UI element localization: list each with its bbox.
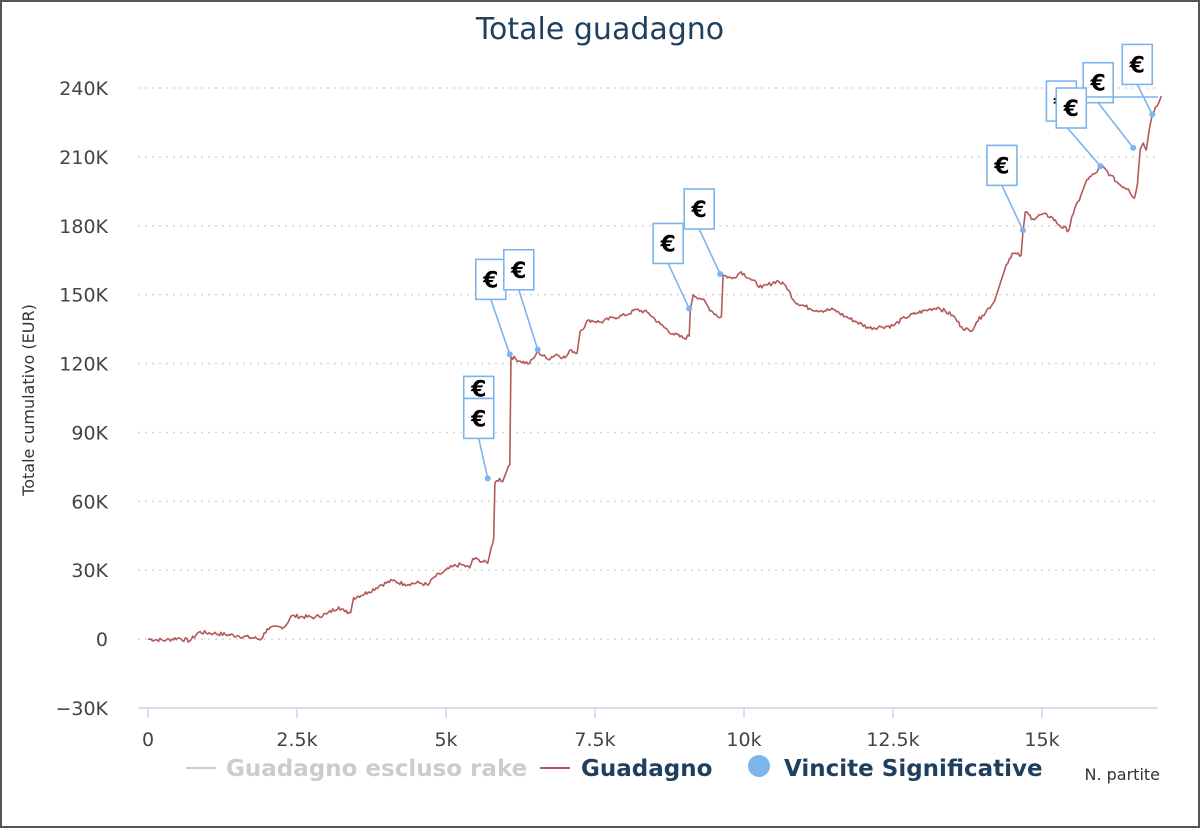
series-guadagno (147, 95, 1162, 643)
flag-euro-label: € (1063, 97, 1079, 122)
x-tick-label: 2.5k (276, 729, 317, 751)
x-tick-label: 7.5k (574, 729, 615, 751)
legend-item-guadagno-escluso-rake[interactable]: Guadagno escluso rake (186, 756, 527, 782)
significant-win-flag[interactable]: € (502, 248, 541, 353)
flag-euro-label: € (660, 232, 676, 257)
flag-point (1149, 111, 1156, 118)
y-tick-label: 240K (59, 78, 108, 100)
legend-item-vincite-significative[interactable]: Vincite Significative (748, 755, 1043, 782)
flag-box (502, 248, 535, 291)
legend: Guadagno escluso rake Guadagno Vincite S… (186, 755, 1043, 782)
significant-win-flag[interactable]: € (462, 375, 495, 402)
flag-point (534, 346, 541, 353)
y-tick-label: 60K (71, 491, 108, 513)
significant-win-flag[interactable]: € (986, 144, 1026, 234)
legend-label-escluso-rake: Guadagno escluso rake (226, 756, 527, 782)
y-tick-label: 120K (59, 354, 108, 376)
flag-point (484, 475, 491, 482)
flag-connector (1097, 102, 1134, 149)
flag-euro-label: € (1090, 72, 1106, 97)
flag-euro-label: € (993, 154, 1009, 179)
x-tick-label: 5k (434, 729, 457, 751)
x-tick-label: 15k (1024, 729, 1059, 751)
y-axis-ticks: −30K 0 30K 60K 90K 120K 150K 180K 210K 240K (55, 78, 108, 720)
flag-euro-label: € (470, 407, 486, 432)
flag-euro-label: € (691, 198, 707, 223)
flag-point (1130, 144, 1137, 151)
flag-connector (698, 228, 721, 275)
flag-point (686, 305, 693, 312)
x-tick-label: 0 (142, 729, 154, 751)
flag-point (1019, 227, 1026, 234)
y-tick-label: 30K (71, 560, 108, 582)
flag-euro-label: € (470, 377, 486, 402)
flag-box (1055, 87, 1088, 129)
significant-win-flag[interactable]: € (1082, 61, 1137, 151)
legend-label-vincite: Vincite Significative (784, 756, 1043, 782)
flag-connector (477, 438, 489, 479)
y-tick-label: 90K (71, 422, 108, 444)
chart-title: Totale guadagno (475, 12, 725, 47)
flag-point (1097, 163, 1104, 170)
y-tick-label: 210K (59, 147, 108, 169)
flag-box (462, 375, 495, 400)
x-tick-label: 12.5k (866, 729, 919, 751)
x-axis: 0 2.5k 5k 7.5k 10k 12.5k 15k (138, 707, 1158, 751)
flag-connector (1136, 84, 1153, 115)
flag-euro-label: € (510, 259, 526, 284)
flag-point (717, 271, 724, 277)
flag-euro-label: € (1129, 53, 1145, 78)
flag-connector (490, 299, 511, 355)
significant-win-flag[interactable]: € (1121, 43, 1156, 118)
y-tick-label: 150K (59, 285, 108, 307)
flag-connector (518, 289, 539, 351)
y-tick-label: −30K (55, 698, 108, 720)
flag-euro-label: € (482, 268, 498, 293)
legend-item-guadagno[interactable]: Guadagno (540, 756, 712, 782)
flag-box (462, 397, 495, 440)
grid-lines (138, 87, 1158, 709)
significant-win-flag[interactable]: € (462, 397, 495, 482)
line-guadagno (147, 95, 1162, 643)
y-axis-label: Totale cumulativo (EUR) (19, 304, 38, 497)
flag-box (652, 222, 684, 265)
flag-box (1082, 61, 1114, 104)
x-tick-label: 10k (726, 729, 761, 751)
flag-box (683, 188, 715, 230)
significant-win-flag[interactable]: € (652, 222, 693, 312)
series-vincite-significative: €€€€€€€€€€€ (462, 43, 1158, 482)
significant-win-flag[interactable]: € (683, 188, 724, 277)
x-axis-label: N. partite (1084, 765, 1160, 784)
y-tick-label: 180K (59, 216, 108, 238)
flag-box (1121, 43, 1154, 86)
legend-label-guadagno: Guadagno (581, 756, 712, 782)
flag-point (506, 351, 513, 358)
y-tick-label: 0 (96, 629, 108, 651)
significant-win-flag[interactable]: € (1055, 87, 1158, 129)
flag-connector (667, 263, 690, 309)
flag-connector (1001, 185, 1024, 231)
flag-box (986, 144, 1018, 187)
